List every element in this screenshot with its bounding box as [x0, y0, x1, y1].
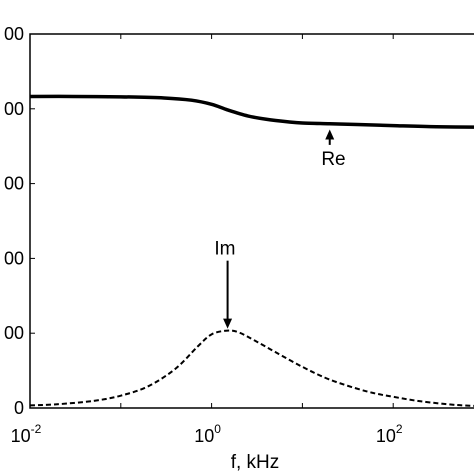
x-axis-label: f, kHz: [231, 452, 280, 473]
axes-frame: [29, 33, 474, 409]
x-tick-label-exponent: 0: [214, 422, 221, 436]
y-tick-label: 0: [14, 398, 24, 418]
x-tick-label-exponent: -2: [31, 422, 42, 436]
annotation-arrowhead-re: [325, 129, 335, 140]
series-line-im: [29, 329, 474, 407]
plot-area: Re Im: [29, 94, 474, 407]
annotation-arrowhead-im: [223, 318, 233, 329]
y-tick-label: 00: [4, 99, 24, 119]
x-tick-label-exponent: 2: [396, 422, 403, 436]
y-tick-label: 00: [4, 248, 24, 268]
y-tick-label: 00: [4, 323, 24, 343]
annotation-label-im: Im: [214, 239, 235, 260]
annotation-label-re: Re: [321, 149, 345, 170]
y-tick-label: 00: [4, 174, 24, 194]
axes: [29, 33, 474, 409]
y-tick-label: 00: [4, 24, 24, 44]
series-line-re: [29, 94, 474, 129]
